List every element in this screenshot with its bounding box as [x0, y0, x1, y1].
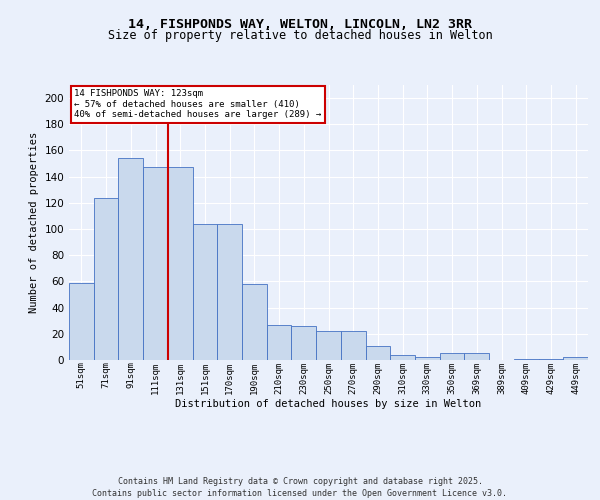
Bar: [267, 324, 292, 360]
Bar: [118, 158, 143, 360]
Bar: [94, 198, 118, 360]
Text: Contains HM Land Registry data © Crown copyright and database right 2025.
Contai: Contains HM Land Registry data © Crown c…: [92, 476, 508, 498]
Bar: [464, 354, 489, 360]
Bar: [539, 358, 563, 360]
X-axis label: Distribution of detached houses by size in Welton: Distribution of detached houses by size …: [175, 399, 482, 409]
Text: 14 FISHPONDS WAY: 123sqm
← 57% of detached houses are smaller (410)
40% of semi-: 14 FISHPONDS WAY: 123sqm ← 57% of detach…: [74, 89, 322, 119]
Bar: [143, 168, 168, 360]
Text: 14, FISHPONDS WAY, WELTON, LINCOLN, LN2 3RR: 14, FISHPONDS WAY, WELTON, LINCOLN, LN2 …: [128, 18, 472, 30]
Bar: [440, 354, 464, 360]
Bar: [341, 331, 365, 360]
Bar: [217, 224, 242, 360]
Bar: [365, 346, 390, 360]
Bar: [514, 358, 539, 360]
Bar: [415, 358, 440, 360]
Bar: [390, 355, 415, 360]
Bar: [292, 326, 316, 360]
Bar: [563, 358, 588, 360]
Bar: [193, 224, 217, 360]
Bar: [316, 331, 341, 360]
Bar: [69, 282, 94, 360]
Text: Size of property relative to detached houses in Welton: Size of property relative to detached ho…: [107, 29, 493, 42]
Bar: [168, 168, 193, 360]
Y-axis label: Number of detached properties: Number of detached properties: [29, 132, 39, 313]
Bar: [242, 284, 267, 360]
